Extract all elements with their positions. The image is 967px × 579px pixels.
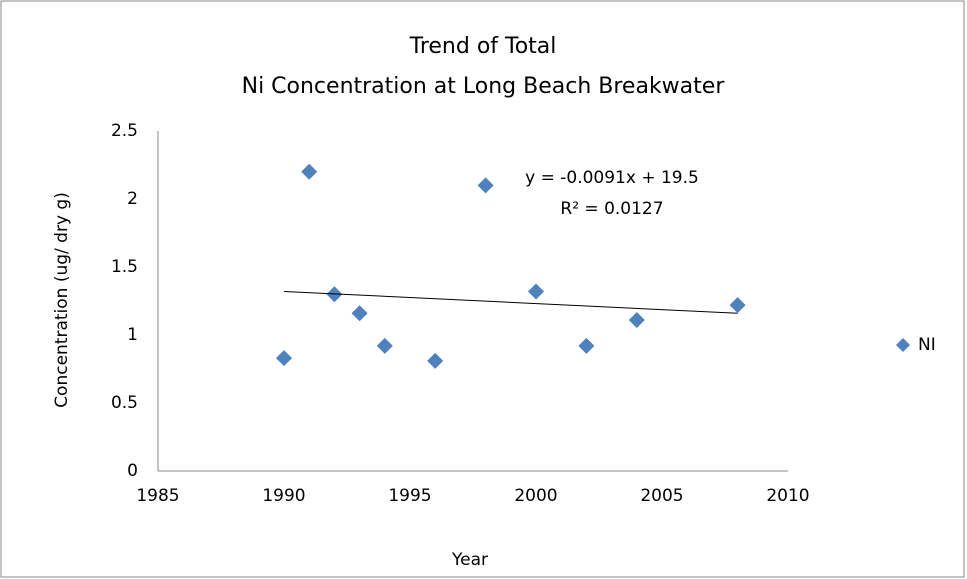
trend-equation: y = -0.0091x + 19.5 (525, 168, 699, 188)
y-tick-label: 1 (127, 325, 138, 345)
data-point (351, 305, 368, 322)
x-tick-label: 2005 (640, 486, 683, 506)
legend-label: NI (918, 335, 936, 355)
trendline (283, 290, 738, 314)
legend-marker (896, 338, 910, 352)
x-tick-label: 1985 (136, 486, 179, 506)
y-tick-label: 2 (127, 189, 138, 209)
x-tick-label: 1995 (388, 486, 431, 506)
y-tick-label: 1.5 (111, 257, 138, 277)
y-tick-label: 0.5 (111, 393, 138, 413)
y-tick-label: 2.5 (111, 121, 138, 141)
y-tick-label: 0 (127, 461, 138, 481)
data-point (376, 337, 393, 354)
data-point (276, 350, 292, 367)
chart-title: Ni Concentration at Long Beach Breakwate… (242, 74, 726, 99)
x-tick-label: 2010 (766, 486, 809, 506)
data-point (628, 312, 645, 329)
data-point (477, 177, 494, 194)
x-axis-label: Year (451, 550, 488, 570)
chart-title: Trend of Total (409, 34, 557, 59)
r-squared: R² = 0.0127 (560, 199, 663, 219)
data-point (528, 283, 544, 300)
x-tick-label: 2000 (514, 486, 557, 506)
y-axis-label: Concentration (ug/ dry g) (52, 192, 72, 408)
data-point (301, 163, 318, 180)
x-tick-label: 1990 (262, 486, 305, 506)
data-point (427, 352, 444, 369)
data-point (578, 337, 595, 354)
data-point (729, 297, 746, 314)
